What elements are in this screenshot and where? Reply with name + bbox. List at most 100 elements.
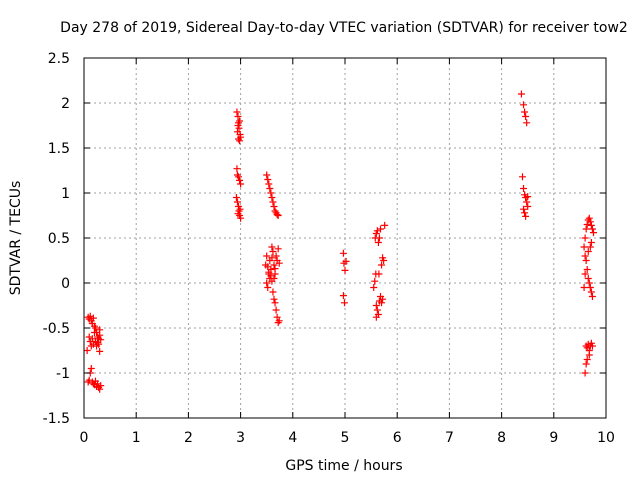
data-point (584, 275, 592, 282)
data-point (587, 221, 595, 229)
data-point (270, 203, 278, 210)
x-tick-label: 3 (236, 430, 245, 446)
y-tick-label: -1 (56, 366, 70, 382)
data-point (274, 319, 282, 327)
x-tick-label: 7 (445, 430, 454, 446)
y-tick-label: 2 (61, 96, 70, 112)
data-point (234, 122, 242, 129)
data-point (96, 385, 104, 393)
data-point (265, 180, 273, 188)
data-point (371, 277, 379, 285)
data-point (376, 293, 384, 300)
data-points (83, 90, 597, 393)
data-point (520, 205, 528, 213)
x-tick-label: 4 (288, 430, 297, 446)
x-tick-label: 8 (497, 430, 506, 446)
data-point (582, 257, 590, 264)
data-point (587, 239, 595, 246)
data-point (581, 252, 589, 260)
data-point (582, 360, 590, 368)
data-point (374, 239, 382, 246)
x-tick-labels: 0 1 2 3 4 5 6 7 8 9 10 (80, 430, 615, 446)
data-point (275, 259, 283, 267)
data-point (269, 248, 277, 255)
data-point (580, 243, 588, 251)
data-point (372, 313, 380, 321)
data-point (268, 194, 276, 201)
data-point (376, 225, 384, 233)
data-point (521, 108, 529, 116)
data-point (272, 252, 280, 260)
y-tick-label: -0.5 (43, 321, 70, 337)
data-point (269, 198, 277, 206)
data-point (339, 292, 347, 300)
data-point (580, 284, 588, 291)
data-point (236, 176, 244, 184)
data-point (273, 211, 281, 219)
data-point (583, 266, 591, 273)
data-point (263, 171, 271, 179)
data-point (583, 356, 591, 363)
data-point (236, 117, 244, 125)
y-tick-label: 0 (61, 276, 70, 292)
data-point (589, 229, 597, 237)
data-point (269, 288, 277, 296)
data-point (233, 165, 241, 173)
x-tick-label: 10 (597, 430, 615, 446)
data-point (517, 90, 525, 98)
data-point (523, 198, 531, 206)
y-axis-label: SDTVAR / TECUs (8, 181, 24, 296)
data-point (274, 245, 282, 253)
data-point (236, 205, 244, 213)
data-point (588, 293, 596, 300)
data-point (263, 279, 271, 287)
data-point (271, 299, 279, 307)
data-point (233, 108, 241, 116)
data-point (584, 248, 592, 255)
data-point (265, 268, 273, 276)
data-point (237, 214, 245, 222)
data-point (585, 279, 593, 287)
data-point (95, 340, 103, 348)
data-point (233, 198, 241, 206)
data-point (518, 173, 526, 181)
data-point (263, 252, 271, 260)
data-point (264, 284, 272, 291)
data-point (232, 194, 240, 201)
data-point (585, 351, 593, 359)
data-point (271, 265, 279, 273)
data-point (373, 306, 381, 314)
data-point (381, 221, 389, 229)
data-point (91, 324, 99, 332)
data-point (235, 173, 243, 181)
data-point (339, 249, 347, 257)
x-axis-label: GPS time / hours (285, 458, 402, 474)
data-point (375, 270, 383, 278)
data-point (524, 193, 532, 201)
data-point (581, 369, 589, 377)
data-point (270, 295, 278, 303)
data-point (266, 185, 274, 192)
data-point (342, 257, 350, 265)
y-tick-label: 1.5 (48, 141, 70, 157)
data-point (266, 257, 274, 264)
y-tick-label: 1 (61, 186, 70, 202)
x-tick-label: 6 (393, 430, 402, 446)
x-tick-label: 0 (80, 430, 89, 446)
x-tick-label: 5 (341, 430, 350, 446)
data-point (380, 257, 388, 264)
data-point (97, 382, 105, 390)
data-point (85, 376, 93, 384)
data-point (83, 347, 91, 354)
y-tick-label: 2.5 (48, 51, 70, 67)
data-point (523, 119, 531, 127)
data-point (87, 365, 95, 372)
data-point (372, 302, 380, 309)
x-tick-label: 9 (549, 430, 558, 446)
y-tick-label: -1.5 (43, 411, 70, 427)
data-point (264, 176, 272, 183)
data-point (582, 225, 590, 233)
y-tick-label: 0.5 (48, 231, 70, 247)
data-point (341, 266, 349, 274)
